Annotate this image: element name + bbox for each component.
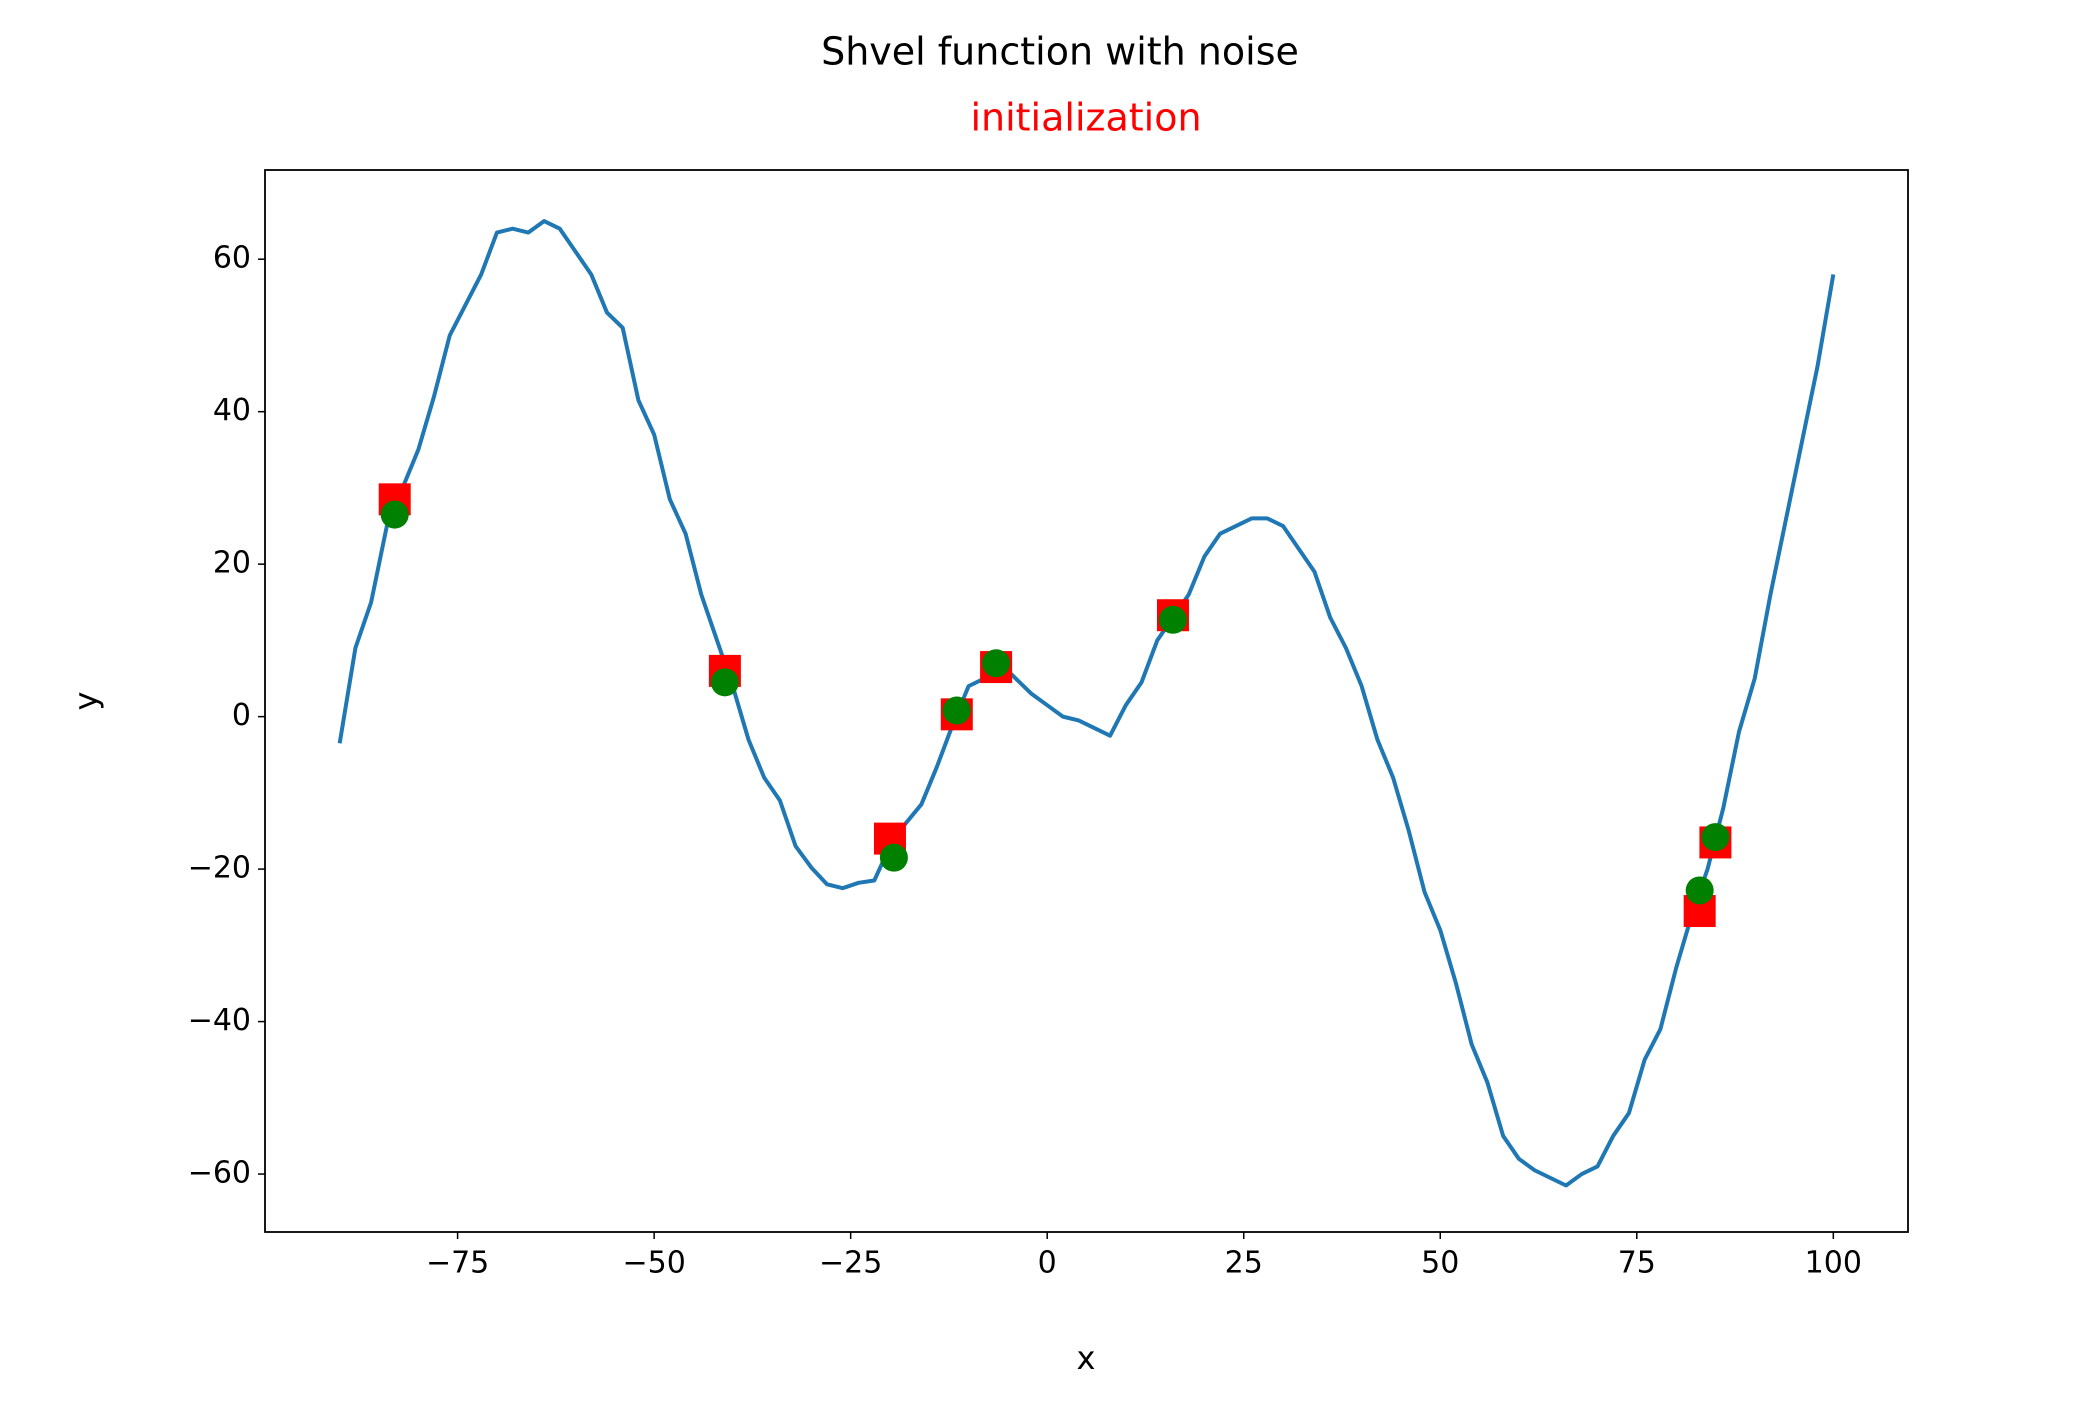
x-tick-label: 25 bbox=[1225, 1246, 1263, 1281]
plot-frame bbox=[264, 169, 1909, 1233]
y-tick-label: 0 bbox=[232, 698, 251, 733]
circle-marker bbox=[1685, 876, 1714, 905]
x-tick-label: 0 bbox=[1038, 1246, 1057, 1281]
circle-marker bbox=[1158, 605, 1187, 634]
x-tick-label: −50 bbox=[622, 1246, 685, 1281]
x-tick-label: 50 bbox=[1421, 1246, 1459, 1281]
y-tick-label: −40 bbox=[188, 1003, 251, 1038]
x-tick-label: 75 bbox=[1618, 1246, 1656, 1281]
y-tick-label: −60 bbox=[188, 1156, 251, 1191]
data-line bbox=[337, 219, 1836, 1188]
y-tick-label: 20 bbox=[213, 546, 251, 581]
x-axis-label: x bbox=[1077, 1339, 1096, 1377]
chart-subtitle: initialization bbox=[970, 96, 1201, 140]
circle-marker bbox=[879, 843, 908, 872]
circle-marker bbox=[1701, 823, 1730, 852]
circle-marker bbox=[380, 500, 409, 529]
y-axis-label: y bbox=[67, 692, 105, 711]
y-tick-label: 40 bbox=[213, 393, 251, 428]
x-tick-label: −25 bbox=[819, 1246, 882, 1281]
y-tick-label: 60 bbox=[213, 241, 251, 276]
chart-title: Shvel function with noise bbox=[821, 30, 1299, 74]
x-tick-label: −75 bbox=[426, 1246, 489, 1281]
x-tick-label: 100 bbox=[1805, 1246, 1862, 1281]
circle-marker bbox=[982, 649, 1011, 678]
circle-marker bbox=[710, 668, 739, 697]
circle-marker bbox=[942, 696, 971, 725]
y-tick-label: −20 bbox=[188, 851, 251, 886]
